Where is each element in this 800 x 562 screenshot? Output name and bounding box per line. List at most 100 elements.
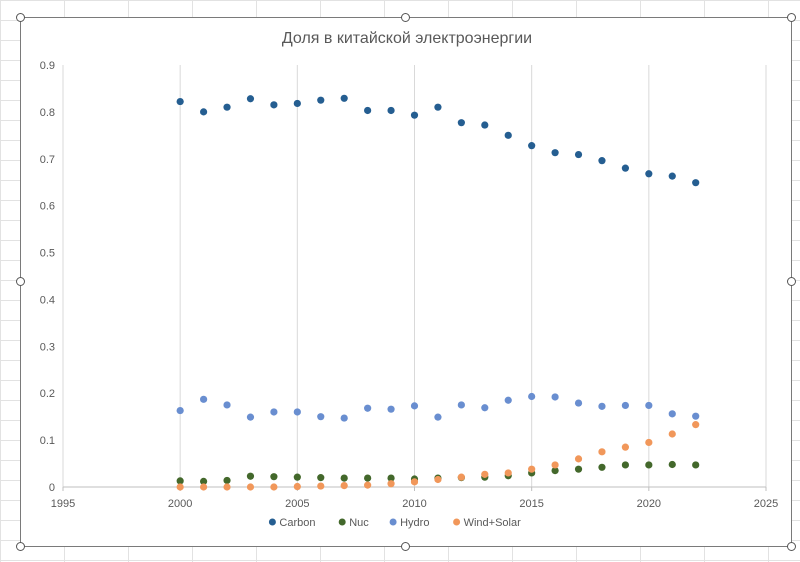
point-carbon[interactable] [504, 131, 512, 139]
resize-handle-top-center[interactable] [401, 13, 410, 22]
point-wind-solar[interactable] [200, 483, 208, 491]
point-hydro[interactable] [457, 401, 465, 409]
point-hydro[interactable] [598, 402, 606, 410]
point-carbon[interactable] [457, 119, 465, 127]
point-hydro[interactable] [621, 401, 630, 410]
point-hydro[interactable] [692, 412, 700, 420]
point-wind-solar[interactable] [598, 448, 606, 456]
point-hydro[interactable] [551, 393, 559, 401]
point-nuc[interactable] [270, 473, 278, 481]
point-hydro[interactable] [387, 405, 395, 413]
point-wind-solar[interactable] [246, 483, 255, 491]
point-carbon[interactable] [410, 111, 419, 119]
point-carbon[interactable] [528, 142, 536, 150]
point-carbon[interactable] [598, 157, 606, 165]
chart-area[interactable]: Доля в китайской электроэнергии 1995 2000… [20, 17, 792, 547]
point-carbon[interactable] [387, 106, 395, 115]
point-nuc[interactable] [621, 461, 630, 469]
point-carbon[interactable] [176, 97, 184, 106]
point-nuc[interactable] [340, 474, 348, 482]
point-wind-solar[interactable] [387, 480, 395, 488]
point-hydro[interactable] [528, 392, 536, 401]
legend-item-wind-solar[interactable]: Wind+Solar [453, 517, 521, 529]
resize-handle-top-left[interactable] [16, 13, 25, 22]
legend-item-nuc[interactable]: Nuc [338, 517, 370, 529]
point-wind-solar[interactable] [457, 473, 465, 481]
point-wind-solar[interactable] [410, 478, 419, 486]
point-hydro[interactable] [668, 410, 676, 418]
point-wind-solar[interactable] [176, 483, 184, 491]
point-hydro[interactable] [481, 404, 489, 412]
point-nuc[interactable] [200, 477, 208, 485]
point-carbon[interactable] [340, 94, 348, 102]
point-hydro[interactable] [293, 408, 301, 416]
resize-handle-top-right[interactable] [787, 13, 796, 22]
point-hydro[interactable] [504, 396, 512, 404]
point-hydro[interactable] [410, 402, 419, 410]
resize-handle-bottom-left[interactable] [16, 542, 25, 551]
point-carbon[interactable] [223, 103, 231, 111]
point-hydro[interactable] [176, 406, 184, 415]
point-nuc[interactable] [223, 476, 231, 485]
point-wind-solar[interactable] [364, 481, 372, 489]
point-hydro[interactable] [317, 413, 325, 421]
point-nuc[interactable] [246, 472, 255, 480]
point-wind-solar[interactable] [528, 465, 536, 473]
point-carbon[interactable] [551, 149, 559, 157]
point-hydro[interactable] [364, 404, 372, 412]
point-nuc[interactable] [645, 461, 653, 469]
point-nuc[interactable] [598, 463, 606, 471]
point-wind-solar[interactable] [645, 438, 653, 447]
point-hydro[interactable] [200, 395, 208, 403]
point-hydro[interactable] [340, 414, 348, 422]
point-nuc[interactable] [668, 460, 676, 469]
point-wind-solar[interactable] [340, 481, 348, 490]
point-wind-solar[interactable] [223, 483, 231, 491]
resize-handle-bottom-center[interactable] [401, 542, 410, 551]
legend[interactable]: Carbon Nuc Hydro Wind+Solar [268, 517, 521, 529]
legend-item-carbon[interactable]: Carbon [268, 517, 316, 529]
point-wind-solar[interactable] [668, 430, 676, 438]
point-wind-solar[interactable] [504, 469, 512, 477]
legend-item-hydro[interactable]: Hydro [389, 517, 430, 529]
point-nuc[interactable] [551, 466, 559, 475]
point-hydro[interactable] [574, 399, 583, 407]
point-nuc[interactable] [293, 473, 301, 481]
point-carbon[interactable] [270, 101, 278, 109]
point-hydro[interactable] [645, 401, 653, 410]
point-carbon[interactable] [317, 96, 325, 104]
point-carbon[interactable] [364, 106, 372, 115]
point-wind-solar[interactable] [317, 482, 325, 490]
point-wind-solar[interactable] [621, 443, 630, 451]
point-wind-solar[interactable] [270, 483, 278, 491]
point-carbon[interactable] [200, 108, 208, 116]
point-wind-solar[interactable] [293, 482, 301, 491]
point-wind-solar[interactable] [574, 455, 583, 463]
point-carbon[interactable] [434, 103, 442, 111]
resize-handle-middle-right[interactable] [787, 277, 796, 286]
point-wind-solar[interactable] [551, 461, 559, 469]
point-hydro[interactable] [246, 413, 255, 421]
point-carbon[interactable] [668, 172, 676, 180]
point-nuc[interactable] [387, 474, 395, 482]
point-carbon[interactable] [621, 164, 630, 172]
point-carbon[interactable] [481, 121, 489, 129]
point-wind-solar[interactable] [692, 421, 700, 429]
resize-handle-bottom-right[interactable] [787, 542, 796, 551]
point-wind-solar[interactable] [434, 475, 442, 484]
point-hydro[interactable] [434, 413, 442, 421]
point-carbon[interactable] [293, 99, 301, 108]
point-hydro[interactable] [223, 401, 231, 409]
point-nuc[interactable] [176, 477, 184, 485]
point-carbon[interactable] [246, 95, 255, 103]
point-carbon[interactable] [574, 150, 583, 159]
point-nuc[interactable] [692, 461, 700, 469]
point-carbon[interactable] [645, 170, 653, 178]
resize-handle-middle-left[interactable] [16, 277, 25, 286]
point-nuc[interactable] [317, 474, 325, 482]
point-nuc[interactable] [574, 465, 583, 473]
point-wind-solar[interactable] [481, 470, 489, 478]
point-nuc[interactable] [364, 474, 372, 482]
point-hydro[interactable] [270, 408, 278, 416]
point-carbon[interactable] [692, 179, 700, 187]
